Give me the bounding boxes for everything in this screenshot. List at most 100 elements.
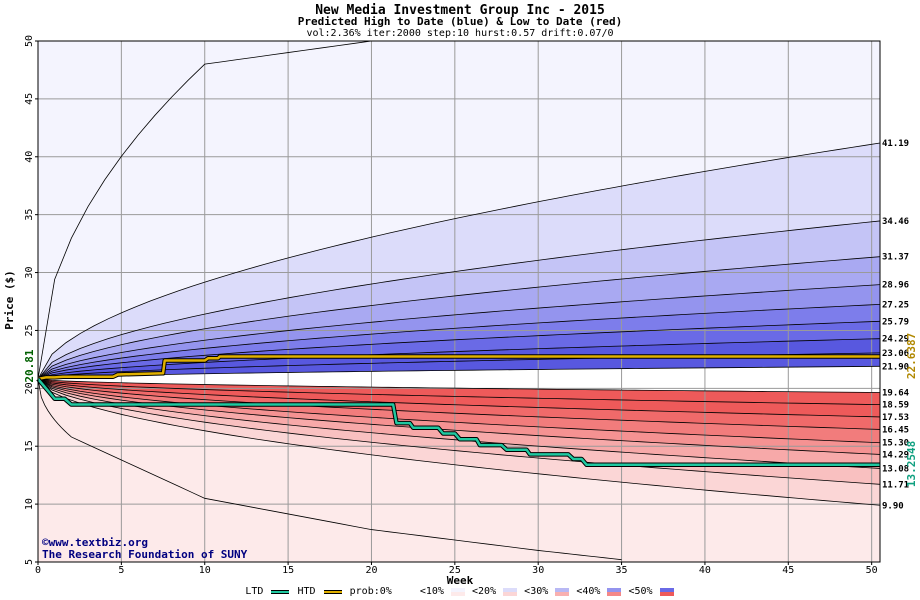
x-tick-label: 25: [449, 565, 461, 576]
percentile-label: 27.25: [882, 300, 909, 310]
low-band: [38, 378, 880, 417]
high-band: [38, 256, 880, 379]
percentile-curve: [37, 142, 881, 380]
chart-params: vol:2.36% iter:2000 step:10 hurst:0.57 d…: [306, 28, 613, 39]
credit-org: The Research Foundation of SUNY: [42, 548, 248, 561]
high-band: [38, 143, 880, 379]
x-tick-label: 10: [199, 565, 211, 576]
y-tick-label: 20: [24, 382, 35, 394]
x-tick-label: 35: [616, 565, 628, 576]
percentile-curve: [37, 378, 881, 418]
percentile-label: 23.06: [882, 349, 909, 359]
percentile-curve: [37, 378, 881, 455]
low-band: [38, 378, 880, 455]
x-tick-label: 0: [35, 565, 41, 576]
x-axis-label: Week: [447, 574, 474, 587]
htd-end-label: 22.6387: [905, 333, 918, 379]
high-band: [38, 304, 880, 379]
percentile-label: 24.29: [882, 335, 909, 345]
y-tick-label: 30: [24, 267, 35, 279]
percentile-label: 31.37: [882, 253, 909, 263]
low-band: [38, 378, 880, 430]
legend-ltd-swatch: [271, 589, 290, 594]
legend-p30-label: <30%: [524, 586, 549, 597]
percentile-curve: [37, 365, 881, 380]
x-tick-label: 20: [365, 565, 377, 576]
legend-p50-swatch: [659, 587, 674, 596]
percentile-curve: [37, 256, 881, 380]
percentile-curve: [37, 220, 881, 380]
ltd-end-label: 13.2548: [905, 441, 918, 487]
legend-p20-swatch: [503, 587, 518, 596]
high-band: [38, 284, 880, 379]
y-tick-label: 15: [24, 440, 35, 452]
percentile-label: 15.30: [882, 439, 909, 449]
percentile-curve: [37, 378, 881, 430]
x-tick-label: 15: [282, 565, 294, 576]
legend-p10-swatch: [450, 587, 465, 596]
y-tick-label: 40: [24, 151, 35, 163]
high-band-outer: [38, 41, 880, 379]
y-tick-label: 45: [24, 93, 35, 105]
lowest-path: [37, 378, 622, 561]
legend-htd-label: HTD: [297, 586, 316, 597]
percentile-curve: [37, 338, 881, 380]
chart-title: New Media Investment Group Inc - 2015: [315, 3, 605, 18]
percentile-label: 11.71: [882, 480, 909, 490]
y-tick-label: 10: [24, 498, 35, 510]
high-band: [38, 338, 880, 379]
percentile-curve: [37, 378, 881, 485]
percentile-label: 14.29: [882, 450, 909, 460]
percentile-label: 9.90: [882, 501, 904, 511]
legend-p40-label: <40%: [576, 586, 601, 597]
y-tick-label: 35: [24, 209, 35, 221]
percentile-label: 16.45: [882, 425, 909, 435]
x-tick-label: 5: [118, 565, 124, 576]
legend-p10-label: <10%: [419, 586, 444, 597]
high-band: [38, 321, 880, 379]
percentile-bands: [38, 41, 880, 562]
y-axis-label: Price ($): [3, 270, 16, 330]
percentile-curve: [37, 378, 881, 393]
legend-p50-label: <50%: [628, 586, 653, 597]
high-band: [38, 220, 880, 379]
x-tick-label: 50: [866, 565, 878, 576]
y-tick-label: 25: [24, 324, 35, 336]
percentile-label: 18.59: [882, 401, 909, 411]
price-paths: [36, 354, 880, 467]
low-band: [38, 378, 880, 443]
percentile-curve: [37, 378, 881, 406]
low-band: [38, 378, 880, 485]
legend-p40-swatch: [607, 587, 622, 596]
percentile-label: 41.19: [882, 139, 909, 149]
low-band-outer: [38, 378, 880, 562]
percentile-label: 17.53: [882, 413, 909, 423]
high-band: [38, 352, 880, 379]
credit-site: ©www.textbiz.org: [42, 536, 148, 549]
percentile-curve: [37, 284, 881, 380]
percentile-label: 21.90: [882, 362, 909, 372]
x-tick-label: 30: [532, 565, 544, 576]
legend-p30-swatch: [555, 587, 570, 596]
ltd-path: [37, 378, 880, 466]
chart-subtitle: Predicted High to Date (blue) & Low to D…: [298, 15, 623, 28]
legend: LTD HTD prob:0% <10% <20% <30% <40% <50%: [0, 586, 920, 598]
legend-p20-label: <20%: [472, 586, 497, 597]
low-band: [38, 378, 880, 506]
percentile-curve: [37, 378, 881, 506]
percentile-label: 28.96: [882, 281, 909, 291]
plot-frame: [37, 40, 881, 563]
x-tick-label: 45: [782, 565, 794, 576]
legend-prob0-label: prob:0%: [349, 586, 392, 597]
start-price-label: 20.81: [23, 349, 36, 382]
y-tick-label: 50: [24, 35, 35, 47]
legend-prob0-swatch: [398, 587, 413, 596]
htd-path: [37, 355, 880, 381]
legend-htd-swatch: [323, 589, 342, 594]
percentile-labels: 41.19 34.46 31.37 28.96 27.25 25.79 24.29 23.06…: [882, 139, 910, 511]
percentile-label: 25.79: [882, 317, 909, 327]
x-tick-label: 40: [699, 565, 711, 576]
percentile-label: 34.46: [882, 217, 909, 227]
